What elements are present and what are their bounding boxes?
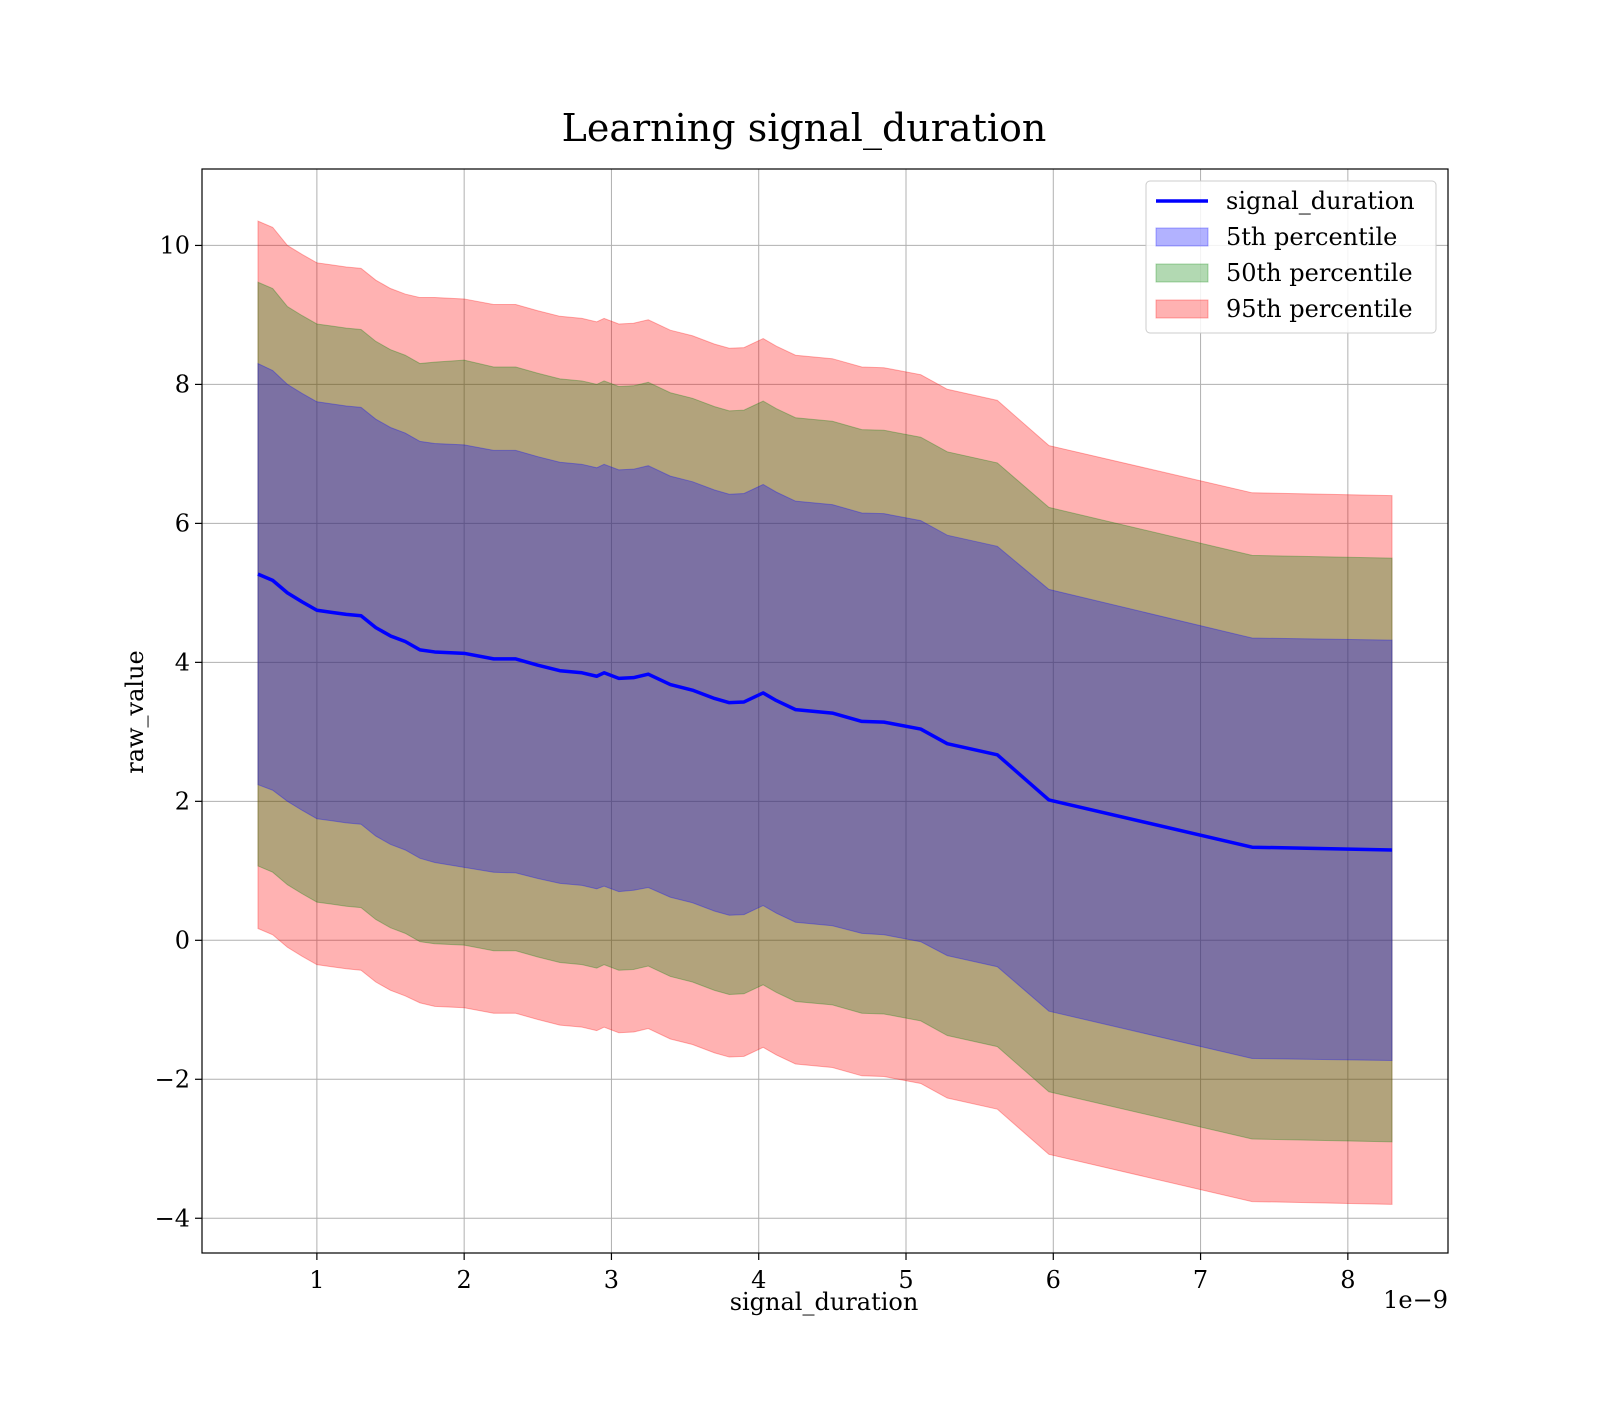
chart-title: Learning signal_duration — [562, 106, 1047, 151]
y-tick-label: 6 — [175, 509, 190, 537]
legend-patch-swatch — [1155, 227, 1209, 247]
x-tick-label: 6 — [1046, 1266, 1061, 1294]
plot-frame — [201, 168, 1449, 1254]
series-line-signal-duration — [257, 572, 1393, 852]
x-axis-offset-label: 1e−9 — [1383, 1286, 1448, 1314]
x-tick-label: 8 — [1340, 1266, 1355, 1294]
x-axis-label: signal_duration — [730, 1288, 919, 1316]
y-tick-label: 2 — [175, 787, 190, 815]
series-lines — [257, 572, 1393, 852]
legend-patch-swatch — [1155, 263, 1209, 283]
x-tick-label: 5 — [898, 1266, 913, 1294]
legend-label: 50th percentile — [1226, 259, 1413, 287]
y-tick-label: 0 — [175, 926, 190, 954]
y-tick-label: 10 — [159, 231, 190, 259]
x-tick-label: 1 — [309, 1266, 324, 1294]
y-tick-label: 4 — [175, 648, 190, 676]
y-tick-label: −2 — [155, 1065, 190, 1093]
x-tick-label: 4 — [751, 1266, 766, 1294]
x-axis-ticks: 1 2 3 4 5 6 7 8 — [309, 1253, 1355, 1294]
legend-patch-swatch — [1155, 299, 1209, 319]
y-axis-label: raw_value — [121, 650, 149, 774]
legend-label: signal_duration — [1226, 187, 1415, 215]
y-axis-ticks: −4 −2 0 2 4 6 8 10 — [155, 231, 202, 1232]
x-tick-label: 3 — [604, 1266, 619, 1294]
grid-lines — [202, 169, 1448, 1253]
y-tick-label: 8 — [175, 370, 190, 398]
legend-label: 5th percentile — [1226, 223, 1397, 251]
x-tick-label: 7 — [1193, 1266, 1208, 1294]
legend-label: 95th percentile — [1226, 295, 1413, 323]
legend: signal_duration 5th percentile 50th percen… — [1145, 180, 1437, 334]
x-tick-label: 2 — [457, 1266, 472, 1294]
y-tick-label: −4 — [155, 1204, 190, 1232]
legend-box — [1145, 180, 1437, 334]
